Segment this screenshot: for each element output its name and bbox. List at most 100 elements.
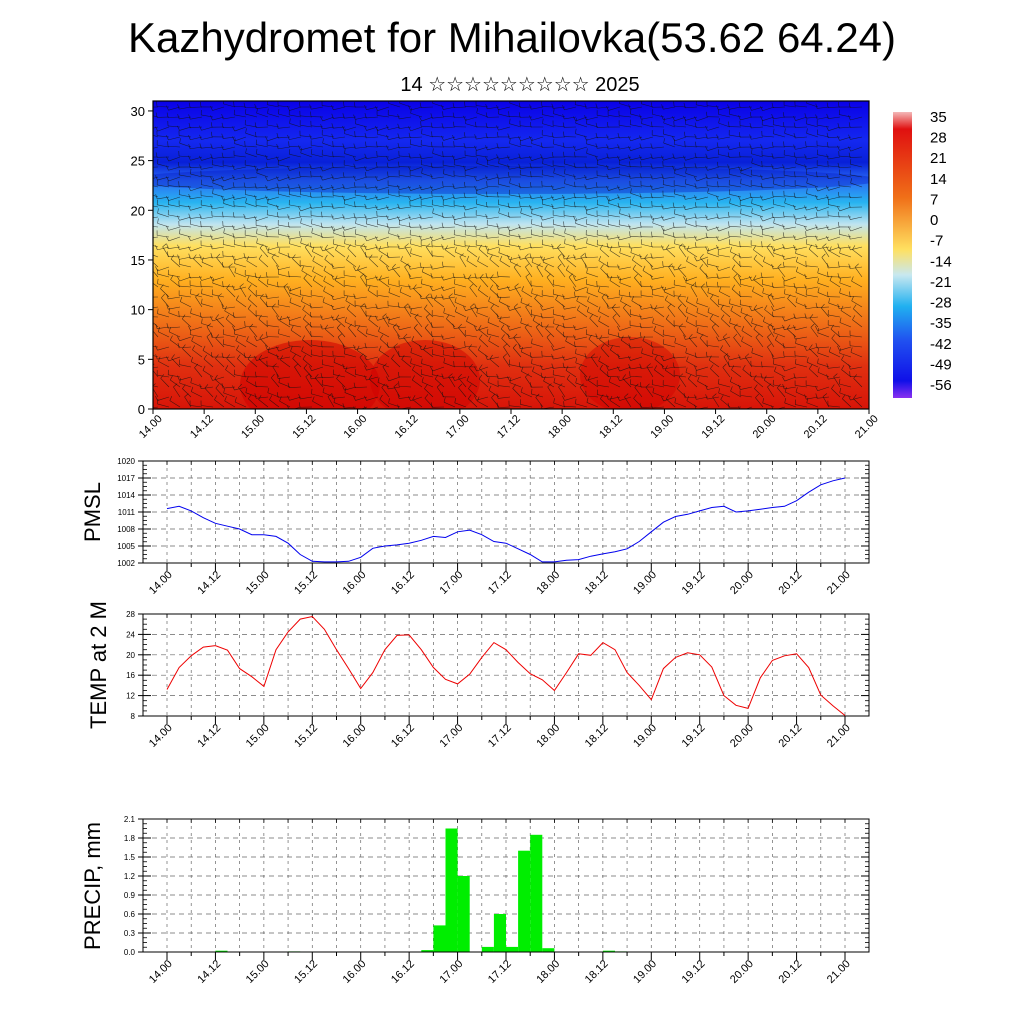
wind-barb-staff [289, 166, 302, 171]
wind-barb [234, 138, 247, 148]
wind-barb [573, 162, 588, 169]
wind-barb-staff [431, 126, 445, 128]
wind-barb [166, 176, 181, 182]
wind-barb-staff [311, 144, 324, 148]
wind-barb-staff [751, 162, 764, 168]
wind-barb-feather [353, 114, 356, 120]
wind-barb-feather [563, 151, 565, 157]
wind-barb-feather [718, 118, 720, 124]
wind-barb [245, 148, 258, 158]
wind-barb-feather [639, 143, 642, 149]
wind-barb [542, 158, 555, 168]
wind-barb-staff [641, 165, 654, 168]
wind-barb-feather [837, 145, 840, 151]
wind-barb-feather [309, 134, 312, 140]
wind-barb [837, 162, 852, 169]
wind-barb-staff [817, 124, 830, 128]
wind-barb-feather [518, 163, 521, 169]
wind-barb-feather [663, 129, 665, 135]
wind-barb-feather [837, 123, 840, 129]
wind-barb-feather [826, 102, 829, 108]
wind-barb [771, 102, 786, 109]
wind-barb-staff [663, 122, 676, 128]
wind-barb-staff [388, 156, 401, 161]
wind-barb-feather [441, 123, 444, 129]
wind-barb-staff [245, 152, 258, 158]
wind-barb [364, 166, 379, 172]
wind-barb [584, 163, 599, 169]
wind-barb-staff [619, 125, 632, 128]
wind-barb-feather [221, 133, 224, 139]
wind-barb-staff [300, 152, 313, 158]
wind-barb [188, 134, 203, 141]
wind-barb-staff [575, 146, 588, 151]
wind-barb-feather [221, 152, 224, 158]
wind-barb [695, 101, 709, 108]
wind-barb-feather [145, 292, 146, 297]
wind-barb [331, 133, 346, 139]
wind-barb [441, 104, 456, 110]
wind-barb-feather [661, 155, 664, 161]
wind-barb-feather [145, 152, 146, 157]
wind-barb [540, 154, 555, 160]
wind-barb [694, 133, 709, 140]
wind-barb-staff [498, 126, 511, 131]
wind-barb-staff [410, 156, 423, 159]
wind-barb-feather [727, 145, 730, 150]
wind-barb-staff [652, 134, 665, 138]
wind-barb-feather [606, 144, 609, 150]
wind-barb-feather [815, 103, 818, 109]
wind-barb-feather [254, 165, 257, 171]
wind-barb-feather [606, 134, 609, 140]
wind-barb-staff [641, 103, 654, 108]
wind-barb-feather [342, 143, 345, 149]
wind-barb-staff [311, 136, 324, 140]
wind-barb [606, 164, 621, 171]
wind-barb-feather [147, 128, 148, 133]
wind-barb-staff [311, 153, 324, 158]
wind-barb [387, 110, 401, 118]
wind-barb [441, 135, 456, 141]
wind-barb-feather [399, 101, 401, 104]
wind-barb [519, 120, 533, 128]
wind-barb-feather [496, 143, 499, 149]
wind-barb-staff [343, 106, 357, 108]
wind-barb-feather [727, 164, 730, 170]
wind-barb [221, 114, 236, 120]
wind-barb-feather [672, 116, 675, 121]
wind-barb [705, 125, 720, 131]
wind-barb-staff [157, 126, 170, 132]
wind-barb-feather [749, 134, 752, 140]
wind-barb-staff [839, 166, 852, 169]
wind-barb-staff [718, 113, 731, 118]
wind-barb-staff [718, 106, 731, 111]
wind-barb-feather [782, 164, 785, 170]
wind-barb [563, 151, 577, 158]
wind-barb [806, 101, 819, 108]
wind-barb-staff [344, 146, 357, 149]
wind-barb-feather [155, 112, 158, 118]
wind-barb [476, 158, 489, 168]
wind-barb [496, 143, 511, 149]
wind-barb-staff [509, 143, 522, 148]
wind-barb-feather [650, 163, 653, 169]
wind-barb [299, 110, 313, 118]
wind-barb [331, 105, 346, 111]
wind-barb [310, 111, 324, 118]
wind-barb-feather [147, 238, 148, 243]
wind-barb-feather [848, 102, 851, 108]
wind-barb-feather [199, 164, 202, 170]
wind-barb [320, 166, 335, 172]
wind-barb [650, 143, 665, 149]
wind-barb [430, 122, 445, 128]
wind-barb-staff [827, 106, 841, 108]
wind-barb-feather [694, 152, 697, 158]
wind-barb-staff [773, 156, 786, 159]
wind-barb-staff [773, 124, 786, 128]
wind-barb-staff [575, 122, 588, 128]
wind-barb-staff [795, 136, 808, 139]
wind-barb [353, 114, 368, 120]
wind-barb-staff [421, 164, 434, 168]
wind-barb-staff [718, 136, 731, 140]
wind-barb-feather [826, 154, 829, 160]
